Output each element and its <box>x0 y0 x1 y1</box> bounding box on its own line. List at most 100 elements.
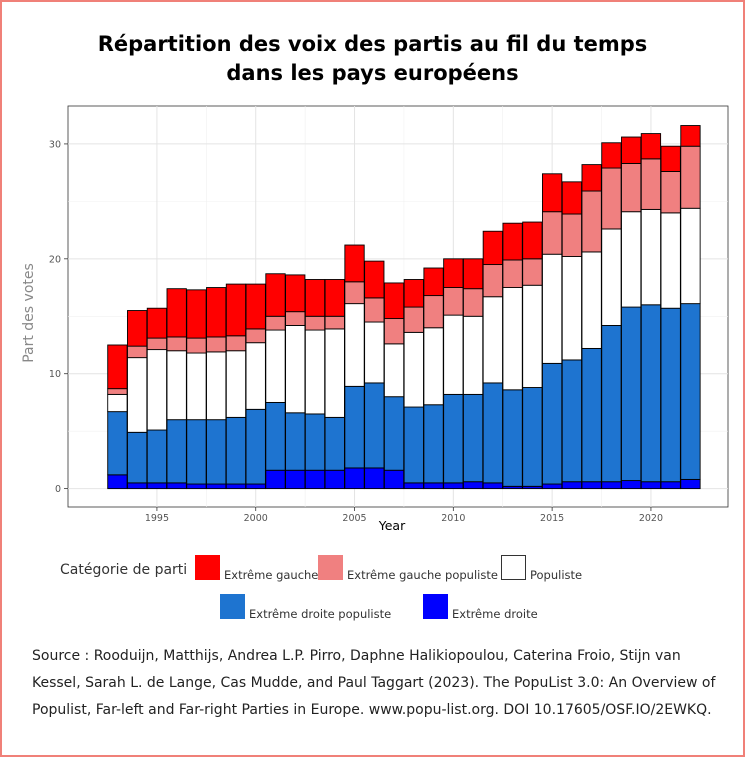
bar-segment <box>265 315 286 331</box>
bar-segment <box>186 483 207 490</box>
bar-segment <box>364 321 385 384</box>
bar-segment <box>245 342 266 410</box>
legend-item-extreme-gauche-populiste: Extrême gauche populiste <box>318 555 498 582</box>
bar-segment <box>601 167 622 230</box>
bar-segment <box>443 258 464 288</box>
bar-segment <box>304 413 326 471</box>
legend-label: Extrême gauche populiste <box>347 568 498 582</box>
bar-segment <box>423 404 444 484</box>
bar-segment <box>601 481 622 490</box>
bar-segment <box>403 279 424 308</box>
bar-segment <box>304 315 326 331</box>
bar-segment <box>324 469 345 490</box>
bar-segment <box>265 469 286 490</box>
bar-segment <box>680 145 701 209</box>
bar-segment <box>423 482 444 490</box>
bar-segment <box>285 412 306 471</box>
legend-label: Extrême droite populiste <box>249 607 392 621</box>
bar-segment <box>541 483 563 490</box>
bar-segment <box>127 482 148 490</box>
legend-label: Extrême droite <box>452 607 538 621</box>
bar-segment <box>640 158 662 210</box>
bar-segment <box>462 288 484 317</box>
chart-title: Répartition des voix des partis au fil d… <box>2 30 743 88</box>
bar-segment <box>621 480 642 490</box>
bar-segment <box>640 481 662 490</box>
bar-segment <box>581 251 602 349</box>
bar-segment <box>364 382 385 469</box>
bar-segment <box>383 318 405 345</box>
legend-item-extreme-droite: Extrême droite <box>423 594 538 621</box>
bar-segment <box>601 325 622 483</box>
bar-segment <box>660 145 681 172</box>
bar-segment <box>640 133 662 160</box>
bar-segment <box>324 416 345 471</box>
bar-segment <box>522 221 543 260</box>
bar-segment <box>561 181 583 215</box>
bar-segment <box>383 396 405 471</box>
legend-item-extreme-droite-populiste: Extrême droite populiste <box>220 594 392 621</box>
bar-segment <box>403 331 424 408</box>
bar-segment <box>186 419 207 485</box>
bar-segment <box>225 335 247 352</box>
bar-segment <box>660 307 681 483</box>
y-axis-label: Part des votes <box>21 263 37 363</box>
legend-label: Extrême gauche <box>224 568 319 582</box>
bar-segment <box>403 482 424 490</box>
legend-swatch <box>501 555 526 580</box>
bar-segment <box>344 467 365 490</box>
bar-segment <box>107 411 128 476</box>
bar-segment <box>127 431 148 484</box>
bar-segment <box>324 279 345 317</box>
axes: 0 10 20 30 1995 2000 2005 2010 2015 2020 <box>49 139 663 524</box>
bar-segment <box>146 482 168 490</box>
bar-segment <box>680 207 701 305</box>
bar-segment <box>186 289 207 339</box>
bar-segment <box>285 469 306 490</box>
bar-segment <box>304 469 326 490</box>
bar-segment <box>561 256 583 361</box>
bar-segment <box>245 283 266 330</box>
x-axis-label: Year <box>378 518 406 533</box>
bar-segment <box>443 287 464 316</box>
bar-segment <box>621 306 642 482</box>
bar-segment <box>127 357 148 433</box>
bar-segment <box>107 393 128 413</box>
legend-swatch <box>423 594 448 619</box>
bar-segment <box>225 416 247 485</box>
bar-segment <box>383 469 405 490</box>
bar-segment <box>660 171 681 214</box>
bar-segment <box>186 352 207 421</box>
y-tick-label: 0 <box>55 484 61 495</box>
bar-segment <box>285 311 306 326</box>
bar-segment <box>423 295 444 329</box>
bar-segment <box>166 419 187 484</box>
legend-label: Populiste <box>530 568 583 582</box>
title-line-2: dans les pays européens <box>226 61 519 85</box>
bar-segment <box>166 350 187 421</box>
bar-segment <box>443 393 464 484</box>
bar-segment <box>107 344 128 390</box>
bar-segment <box>265 329 286 403</box>
legend-item-populiste: Populiste <box>501 555 583 582</box>
bar-segment <box>502 389 523 487</box>
bar-segment <box>245 483 266 490</box>
bar-segment <box>462 393 484 483</box>
bar-segment <box>265 273 286 317</box>
bar-segment <box>364 467 385 490</box>
bar-segment <box>482 230 503 266</box>
bar-segment <box>482 482 503 490</box>
bar-segment <box>443 314 464 395</box>
bar-segment <box>462 258 484 290</box>
bar-segment <box>344 244 365 283</box>
bar-segment <box>462 481 484 490</box>
bar-segment <box>561 481 583 490</box>
bar-segment <box>640 304 662 483</box>
bar-segment <box>344 281 365 305</box>
bar-segment <box>581 481 602 490</box>
bar-segment <box>561 213 583 257</box>
stacked-bar-chart: 0 10 20 30 1995 2000 2005 2010 2015 2020 Year Par… <box>21 105 729 533</box>
bar-segment <box>462 315 484 395</box>
bar-segment <box>581 190 602 253</box>
